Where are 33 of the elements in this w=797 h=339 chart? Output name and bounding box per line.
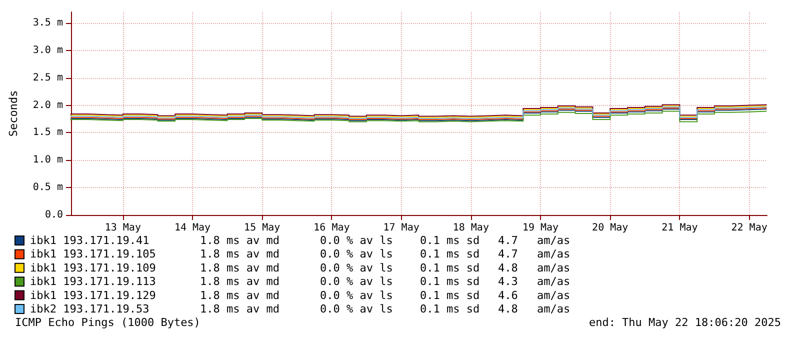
x-tick-label: 19 May [522,222,559,234]
x-tick-label: 13 May [104,222,141,234]
text: 1.8 ms av md 0.0 % av ls 0.1 ms sd 4.7 am/as [200,248,570,261]
y-tick-label: 2.5 m [32,72,63,84]
text: end: Thu May 22 18:06:20 2025 [588,316,782,330]
y-tick-label: 1.5 m [32,127,63,138]
y-tick-label: 0.5 m [32,182,63,194]
legend-label: ibk2 193.171.19.53 [30,302,150,316]
text: 1.8 ms av md 0.0 % av ls 0.1 ms sd 4.7 am/as [200,234,570,247]
x-tick-label: 17 May [383,222,420,234]
legend-label: ibk1 193.171.19.41 [30,234,150,247]
x-tick-label: 18 May [452,222,489,234]
text: 1.8 ms av md 0.0 % av ls 0.1 ms sd 4.6 am/as [200,288,570,302]
text: ICMP Echo Pings (1000 Bytes) [15,316,200,330]
x-tick-label: 15 May [244,222,280,234]
y-tick-label: 2.0 m [32,100,63,111]
x-tick-label: 14 May [174,222,211,234]
text: 1.8 ms av md 0.0 % av ls 0.1 ms sd 4.3 am/as [200,275,570,288]
y-tick-label: 3.5 m [32,17,63,28]
y-tick-label: 3.0 m [32,44,63,56]
y-tick-label: 0.0 [44,210,63,220]
y-tick-label: 1.0 m [32,154,63,166]
legend-label: ibk1 193.171.19.129 [30,288,156,302]
x-tick-label: 16 May [314,222,350,234]
x-tick-label: 20 May [592,222,628,234]
text: 1.8 ms av md 0.0 % av ls 0.1 ms sd 4.8 am/as [200,302,570,316]
legend-label: ibk1 193.171.19.113 [30,275,156,288]
legend-label: ibk1 193.171.19.109 [30,261,156,274]
x-tick-label: 21 May [662,222,698,234]
text: 1.8 ms av md 0.0 % av ls 0.1 ms sd 4.8 am/as [200,261,570,274]
y-axis-title: Seconds [7,90,20,137]
x-tick-label: 22 May [731,222,768,234]
legend-label: ibk1 193.171.19.105 [30,248,156,261]
